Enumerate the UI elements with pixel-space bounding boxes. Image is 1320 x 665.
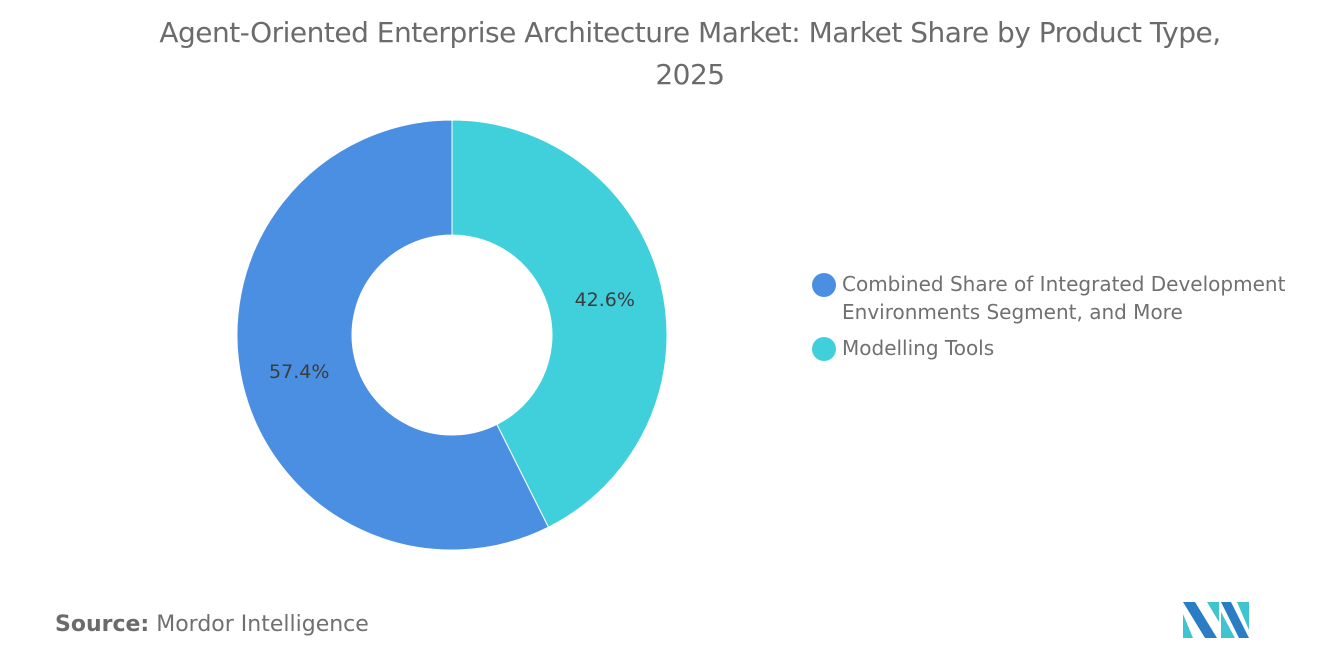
legend-swatch: [812, 273, 836, 297]
source-value: Mordor Intelligence: [156, 612, 369, 637]
data-label: 57.4%: [269, 361, 329, 383]
source-label: Source:: [55, 612, 150, 637]
legend-item[interactable]: Combined Share of Integrated Development…: [812, 270, 1312, 326]
slice-modelling-tools[interactable]: [451, 119, 668, 528]
chart-title: Agent-Oriented Enterprise Architecture M…: [159, 16, 1221, 91]
mordor-intelligence-logo: [1183, 602, 1249, 638]
legend: Combined Share of Integrated Development…: [812, 270, 1312, 370]
legend-label: Modelling Tools: [842, 336, 995, 360]
legend-label: Combined Share of Integrated Development…: [842, 272, 1286, 324]
legend-swatch: [812, 337, 836, 361]
legend-item[interactable]: Modelling Tools: [812, 334, 1312, 362]
slice-combined-share-of-integrated-development-environments-segment-and-more[interactable]: [236, 119, 550, 551]
data-label: 42.6%: [575, 289, 635, 311]
source-note: Source: Mordor Intelligence: [55, 612, 369, 637]
